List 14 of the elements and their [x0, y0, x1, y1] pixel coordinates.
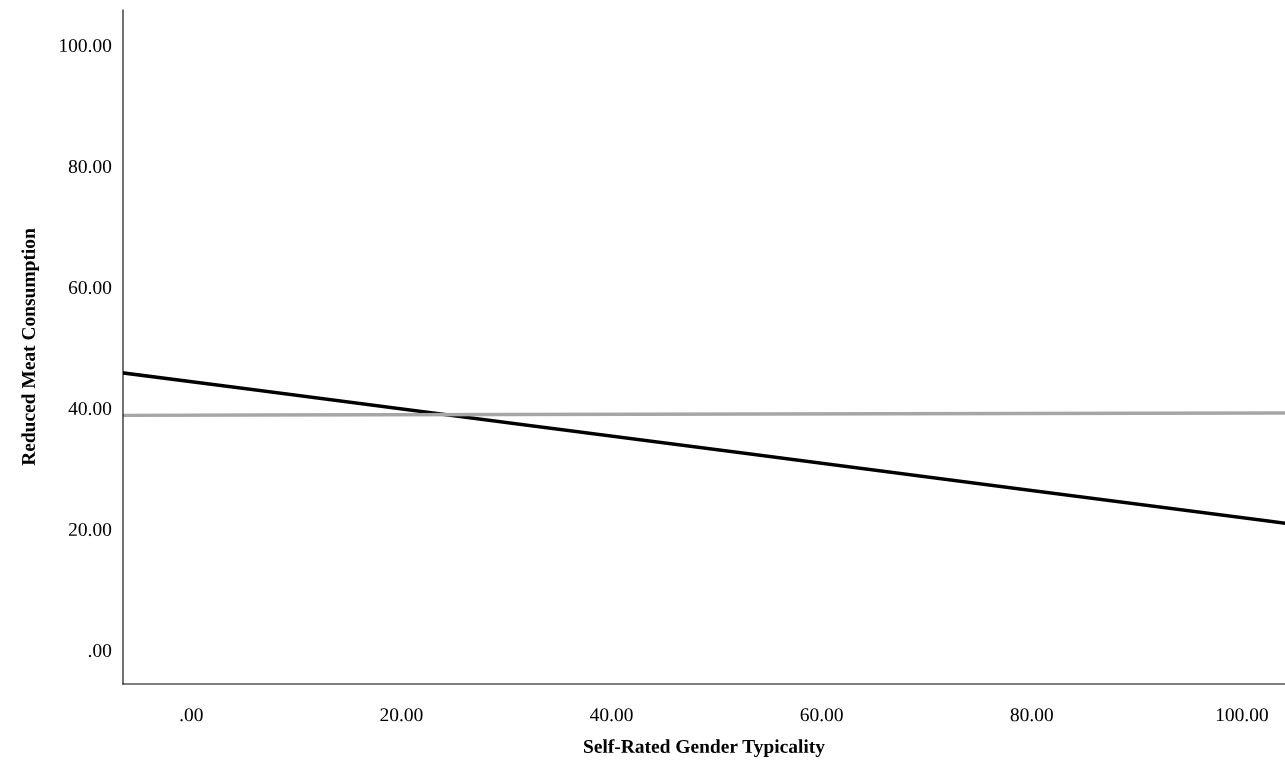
y-tick-label: 80.00 [68, 159, 112, 174]
y-tick-label: .00 [88, 643, 112, 658]
x-tick-label: 40.00 [590, 708, 633, 722]
x-axis-title: Self-Rated Gender Typicality [584, 739, 825, 758]
x-tick-label: 20.00 [380, 708, 423, 722]
y-tick-label: 100.00 [60, 38, 112, 53]
x-tick-label: .00 [180, 708, 203, 722]
x-tick-label: 80.00 [1010, 708, 1053, 722]
y-tick-label: 60.00 [68, 280, 112, 295]
y-tick-label: 40.00 [68, 401, 112, 416]
y-axis-title: Reduced Meat Consumption [21, 228, 39, 466]
x-tick-label: 60.00 [800, 708, 843, 722]
x-tick-label: 100.00 [1216, 708, 1268, 722]
y-tick-label: 20.00 [68, 522, 112, 537]
